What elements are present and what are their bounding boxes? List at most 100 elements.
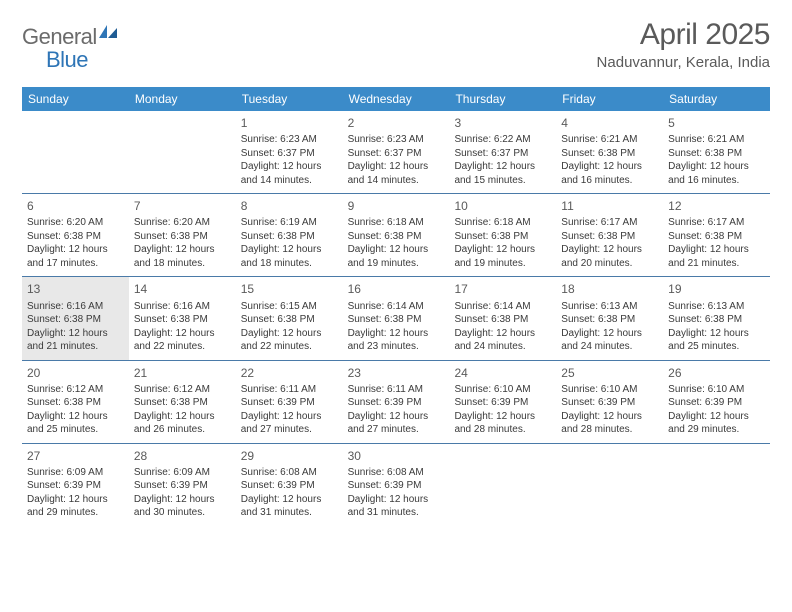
sunset-line: Sunset: 6:38 PM [27,396,124,410]
sunset-line: Sunset: 6:38 PM [668,313,765,327]
day-cell: 10Sunrise: 6:18 AMSunset: 6:38 PMDayligh… [449,194,556,276]
day-cell [663,444,770,526]
sunrise-line: Sunrise: 6:15 AM [241,300,338,314]
weekday-header: Sunday [22,87,129,111]
day-number: 11 [561,198,658,214]
sunset-line: Sunset: 6:38 PM [561,313,658,327]
day-cell: 22 Sunrise: 6:11 AMSunset: 6:39 PMDayligh… [236,361,343,443]
daylight-line: Daylight: 12 hours and 27 minutes. [241,410,338,437]
day-cell: 29Sunrise: 6:08 AMSunset: 6:39 PMDayligh… [236,444,343,526]
day-number: 27 [27,448,124,464]
day-cell: 7Sunrise: 6:20 AMSunset: 6:38 PMDaylight… [129,194,236,276]
sunrise-line: Sunrise: 6:11 AM [241,383,338,397]
daylight-line: Daylight: 12 hours and 26 minutes. [134,410,231,437]
day-cell: 20Sunrise: 6:12 AMSunset: 6:38 PMDayligh… [22,361,129,443]
sunset-line: Sunset: 6:39 PM [134,479,231,493]
daylight-line: Daylight: 12 hours and 28 minutes. [454,410,551,437]
calendar-page: General April 2025 Naduvannur, Kerala, I… [0,0,792,526]
sunset-line: Sunset: 6:38 PM [454,313,551,327]
sunrise-line: Sunrise: 6:10 AM [454,383,551,397]
day-cell: 15Sunrise: 6:15 AMSunset: 6:38 PMDayligh… [236,277,343,359]
day-cell: 19Sunrise: 6:13 AMSunset: 6:38 PMDayligh… [663,277,770,359]
day-number: 9 [348,198,445,214]
sunrise-line: Sunrise: 6:14 AM [454,300,551,314]
weekday-header: Friday [556,87,663,111]
day-number: 24 [454,365,551,381]
sunrise-line: Sunrise: 6:21 AM [561,133,658,147]
day-number: 22 [241,365,338,381]
sunrise-line: Sunrise: 6:18 AM [454,216,551,230]
brand-sail-icon [97,23,119,39]
day-cell: 21Sunrise: 6:12 AMSunset: 6:38 PMDayligh… [129,361,236,443]
daylight-line: Daylight: 12 hours and 25 minutes. [668,327,765,354]
day-number: 2 [348,115,445,131]
sunrise-line: Sunrise: 6:09 AM [134,466,231,480]
day-number: 15 [241,281,338,297]
sunrise-line: Sunrise: 6:12 AM [134,383,231,397]
week-row: 27Sunrise: 6:09 AMSunset: 6:39 PMDayligh… [22,444,770,526]
day-cell: 9Sunrise: 6:18 AMSunset: 6:38 PMDaylight… [343,194,450,276]
weekday-header: Wednesday [343,87,450,111]
day-number: 25 [561,365,658,381]
daylight-line: Daylight: 12 hours and 27 minutes. [348,410,445,437]
day-number: 14 [134,281,231,297]
weekday-header: Monday [129,87,236,111]
day-number: 4 [561,115,658,131]
day-cell [449,444,556,526]
sunset-line: Sunset: 6:39 PM [27,479,124,493]
day-cell: 3Sunrise: 6:22 AMSunset: 6:37 PMDaylight… [449,111,556,193]
sunset-line: Sunset: 6:38 PM [668,147,765,161]
day-number: 28 [134,448,231,464]
day-cell [556,444,663,526]
day-cell [129,111,236,193]
day-cell: 11Sunrise: 6:17 AMSunset: 6:38 PMDayligh… [556,194,663,276]
daylight-line: Daylight: 12 hours and 18 minutes. [134,243,231,270]
day-number: 16 [348,281,445,297]
daylight-line: Daylight: 12 hours and 24 minutes. [561,327,658,354]
sunrise-line: Sunrise: 6:18 AM [348,216,445,230]
sunrise-line: Sunrise: 6:17 AM [668,216,765,230]
daylight-line: Daylight: 12 hours and 19 minutes. [348,243,445,270]
day-number: 30 [348,448,445,464]
sunset-line: Sunset: 6:38 PM [561,147,658,161]
sunrise-line: Sunrise: 6:08 AM [348,466,445,480]
daylight-line: Daylight: 12 hours and 19 minutes. [454,243,551,270]
daylight-line: Daylight: 12 hours and 31 minutes. [348,493,445,520]
daylight-line: Daylight: 12 hours and 15 minutes. [454,160,551,187]
day-number: 29 [241,448,338,464]
day-cell: 24 Sunrise: 6:10 AMSunset: 6:39 PMDayligh… [449,361,556,443]
daylight-line: Daylight: 12 hours and 25 minutes. [27,410,124,437]
daylight-line: Daylight: 12 hours and 21 minutes. [27,327,124,354]
day-number: 8 [241,198,338,214]
sunset-line: Sunset: 6:38 PM [348,313,445,327]
day-number: 6 [27,198,124,214]
day-cell: 12Sunrise: 6:17 AMSunset: 6:38 PMDayligh… [663,194,770,276]
sunrise-line: Sunrise: 6:20 AM [27,216,124,230]
weeks-container: 1Sunrise: 6:23 AMSunset: 6:37 PMDaylight… [22,111,770,526]
sunset-line: Sunset: 6:39 PM [454,396,551,410]
day-cell: 26Sunrise: 6:10 AMSunset: 6:39 PMDayligh… [663,361,770,443]
sunrise-line: Sunrise: 6:10 AM [561,383,658,397]
sunrise-line: Sunrise: 6:11 AM [348,383,445,397]
daylight-line: Daylight: 12 hours and 14 minutes. [348,160,445,187]
day-cell: 14Sunrise: 6:16 AMSunset: 6:38 PMDayligh… [129,277,236,359]
sunset-line: Sunset: 6:39 PM [241,396,338,410]
weekday-header: Thursday [449,87,556,111]
week-row: 20Sunrise: 6:12 AMSunset: 6:38 PMDayligh… [22,361,770,444]
weekday-header-row: SundayMondayTuesdayWednesdayThursdayFrid… [22,87,770,111]
sunrise-line: Sunrise: 6:20 AM [134,216,231,230]
sunset-line: Sunset: 6:38 PM [561,230,658,244]
day-cell: 18Sunrise: 6:13 AMSunset: 6:38 PMDayligh… [556,277,663,359]
day-number: 13 [27,281,124,297]
sunset-line: Sunset: 6:37 PM [454,147,551,161]
day-number: 1 [241,115,338,131]
sunset-line: Sunset: 6:38 PM [241,230,338,244]
day-cell: 8Sunrise: 6:19 AMSunset: 6:38 PMDaylight… [236,194,343,276]
week-row: 13Sunrise: 6:16 AMSunset: 6:38 PMDayligh… [22,277,770,360]
sunset-line: Sunset: 6:37 PM [348,147,445,161]
day-number: 21 [134,365,231,381]
sunset-line: Sunset: 6:39 PM [348,479,445,493]
sunrise-line: Sunrise: 6:23 AM [241,133,338,147]
sunrise-line: Sunrise: 6:16 AM [27,300,124,314]
daylight-line: Daylight: 12 hours and 17 minutes. [27,243,124,270]
